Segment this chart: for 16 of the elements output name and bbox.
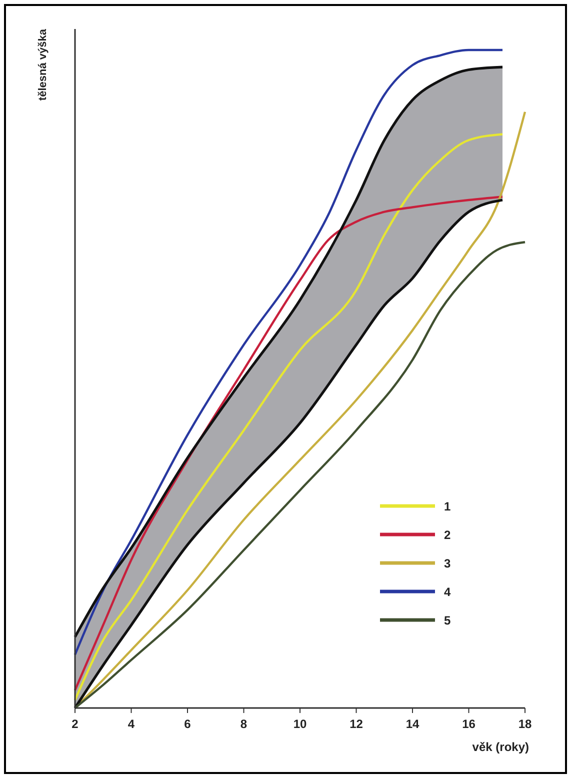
y-axis-title: tělesná výška xyxy=(37,28,49,101)
x-tick-label: 18 xyxy=(518,717,532,731)
x-tick-label: 2 xyxy=(72,717,79,731)
legend-label: 3 xyxy=(444,556,451,570)
x-tick-label: 8 xyxy=(240,717,248,731)
legend-label: 2 xyxy=(444,528,451,542)
legend-label: 1 xyxy=(444,500,451,514)
x-tick-label: 14 xyxy=(406,717,420,731)
x-tick-label: 12 xyxy=(350,717,364,731)
legend-label: 5 xyxy=(444,614,451,628)
legend-label: 4 xyxy=(444,585,451,599)
x-tick-label: 6 xyxy=(184,717,192,731)
x-tick-label: 10 xyxy=(293,717,307,731)
x-tick-label: 4 xyxy=(128,717,135,731)
x-axis-title: věk (roky) xyxy=(472,740,529,754)
x-tick-label: 16 xyxy=(462,717,476,731)
